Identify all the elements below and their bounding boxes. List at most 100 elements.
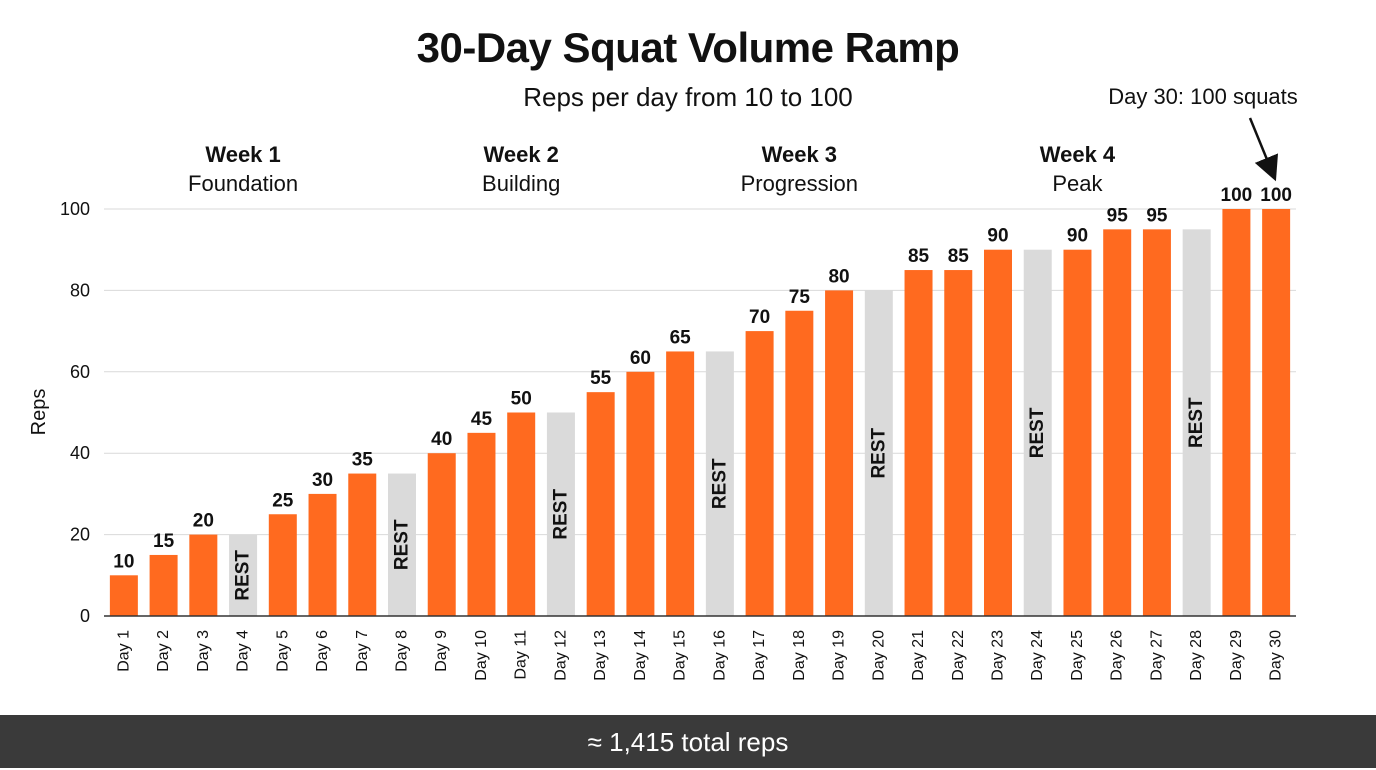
bar-value-label: 45 [471,409,493,430]
x-tick-label: Day 24 [1029,630,1046,681]
bar-value-label: 100 [1260,185,1292,206]
rest-label: REST [1027,407,1048,458]
x-tick-label: Day 26 [1109,630,1126,681]
week-heading: Week 4 [1040,142,1116,167]
workout-bar [467,432,496,616]
workout-bar [586,392,615,616]
bar-value-label: 55 [590,368,612,389]
x-tick-label: Day 3 [195,630,212,672]
week-name: Foundation [188,171,298,196]
x-tick-label: Day 18 [791,630,808,681]
rest-label: REST [550,489,571,540]
x-tick-label: Day 28 [1188,630,1205,681]
workout-bar [1262,209,1291,616]
bar-value-label: 30 [312,470,333,491]
x-tick-label: Day 4 [235,630,252,672]
x-tick-label: Day 7 [354,630,371,672]
rest-bar [388,473,416,616]
y-tick-label: 60 [70,362,90,382]
workout-bar [904,270,933,616]
x-tick-label: Day 5 [274,630,291,672]
workout-bar [984,249,1012,616]
rest-bar [864,290,893,616]
workout-bar [825,290,854,616]
y-axis-label: Reps [28,389,50,436]
bar-value-label: 35 [352,450,374,471]
week-name: Building [482,171,560,196]
x-tick-label: Day 30 [1268,630,1285,681]
x-tick-label: Day 9 [433,630,450,672]
bar-value-label: 25 [272,490,294,511]
bar-value-label: 85 [948,246,970,267]
bar-value-label: 100 [1221,185,1253,206]
bar-value-label: 10 [113,551,134,572]
bar-value-label: 75 [789,287,811,308]
y-tick-label: 40 [70,443,90,463]
rest-bar [229,534,258,616]
workout-bar [1103,229,1132,616]
bar-value-label: 95 [1146,205,1168,226]
x-tick-label: Day 6 [314,630,331,672]
workout-bar [785,310,814,616]
day30-annotation: Day 30: 100 squats [1108,84,1298,109]
workout-bar [348,473,377,616]
x-tick-label: Day 22 [950,630,967,681]
rest-label: REST [868,427,889,478]
workout-bar [189,534,218,616]
y-tick-label: 20 [70,525,90,545]
workout-bar [268,514,297,616]
bar-value-label: 90 [987,226,1008,247]
x-tick-label: Day 13 [592,630,609,681]
rest-bar [546,412,575,616]
bar-value-label: 70 [749,307,770,328]
bar-value-label: 40 [431,429,452,450]
bar-value-label: 80 [828,266,849,287]
rest-bar [705,351,734,616]
x-tick-label: Day 10 [473,630,490,681]
total-reps-footer: ≈ 1,415 total reps [0,715,1376,768]
x-tick-label: Day 12 [552,630,569,681]
week-heading: Week 3 [762,142,837,167]
rest-label: REST [1186,397,1207,448]
rest-bar [1182,229,1211,616]
x-tick-label: Day 27 [1148,630,1165,681]
workout-bar [1142,229,1171,616]
workout-bar [1063,249,1092,616]
x-tick-label: Day 17 [751,630,768,681]
x-tick-label: Day 2 [155,630,172,672]
y-tick-label: 0 [80,606,90,626]
rest-label: REST [709,458,730,509]
x-tick-label: Day 21 [910,630,927,681]
bar-value-label: 15 [153,531,175,552]
workout-bar [745,331,774,616]
rest-bar [1023,249,1052,616]
x-tick-label: Day 8 [394,630,411,672]
bar-value-label: 50 [511,389,532,410]
y-tick-label: 80 [70,280,90,300]
bar-value-label: 65 [670,327,692,348]
rest-label: REST [392,519,413,570]
workout-bar [149,554,178,616]
x-tick-label: Day 19 [831,630,848,681]
x-tick-label: Day 20 [870,630,887,681]
squat-bar-chart: 10 15 20 REST 25 30 35 REST 40 45 50 REST 55 60 65 REST… [28,84,1298,681]
rest-label: REST [233,550,254,601]
week-heading: Week 1 [205,142,280,167]
x-tick-label: Day 29 [1228,630,1245,681]
bar-value-label: 20 [193,511,214,532]
bar-value-label: 60 [630,348,651,369]
workout-bar [626,371,655,616]
x-tick-label: Day 16 [711,630,728,681]
x-tick-label: Day 15 [672,630,689,681]
bar-value-label: 85 [908,246,930,267]
week-heading: Week 2 [483,142,558,167]
x-tick-label: Day 1 [115,630,132,672]
bar-value-label: 90 [1067,226,1088,247]
x-tick-label: Day 25 [1069,630,1086,681]
y-tick-label: 100 [60,199,90,219]
week-name: Progression [741,171,858,196]
week-name: Peak [1052,171,1103,196]
x-tick-label: Day 11 [513,630,530,680]
workout-bar [308,493,337,616]
chart-subtitle: Reps per day from 10 to 100 [523,82,853,112]
